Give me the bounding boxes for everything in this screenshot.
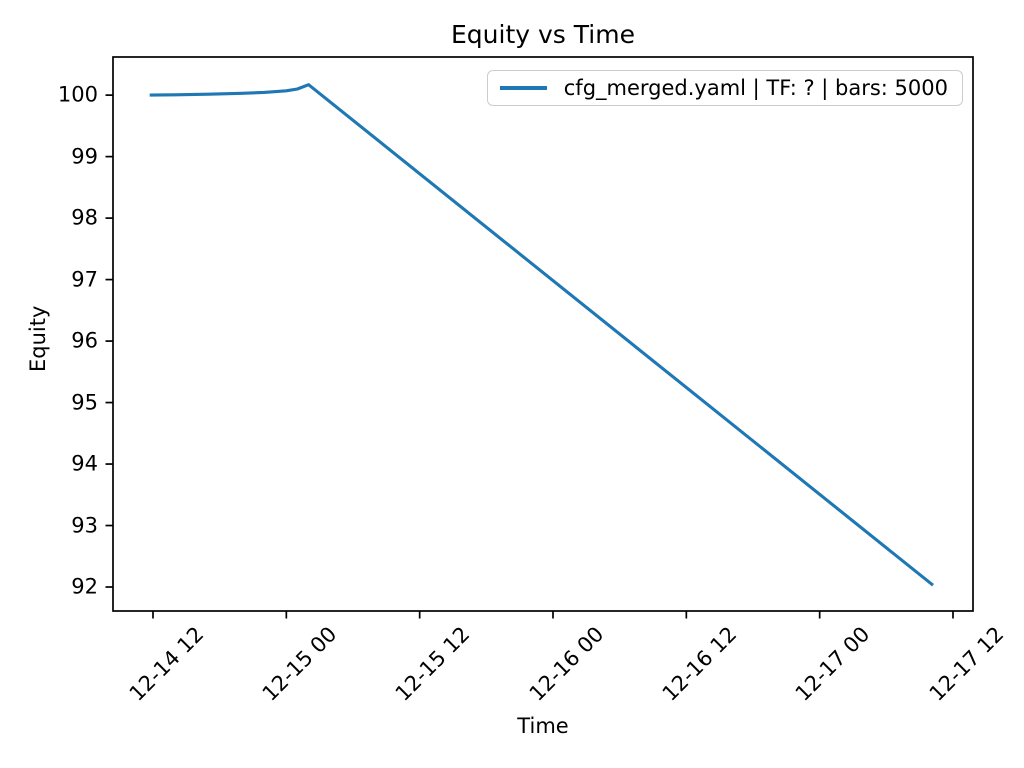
y-tick-label: 92 [71, 574, 98, 599]
chart-title: Equity vs Time [451, 20, 635, 49]
y-tick-label: 100 [57, 82, 98, 107]
x-axis-label: Time [517, 714, 569, 738]
y-tick-label: 96 [71, 328, 98, 353]
y-tick-label: 99 [71, 144, 98, 169]
y-tick-label: 93 [71, 513, 98, 538]
equity-line-series [149, 83, 934, 587]
y-tick-label: 98 [71, 205, 98, 230]
legend: cfg_merged.yaml | TF: ? | bars: 5000 [486, 70, 963, 106]
legend-line-sample [499, 86, 547, 90]
y-tick-label: 97 [71, 267, 98, 292]
plot-frame [112, 56, 974, 612]
y-tick-label: 95 [71, 390, 98, 415]
legend-label: cfg_merged.yaml | TF: ? | bars: 5000 [563, 76, 948, 100]
y-tick-label: 94 [71, 451, 98, 476]
